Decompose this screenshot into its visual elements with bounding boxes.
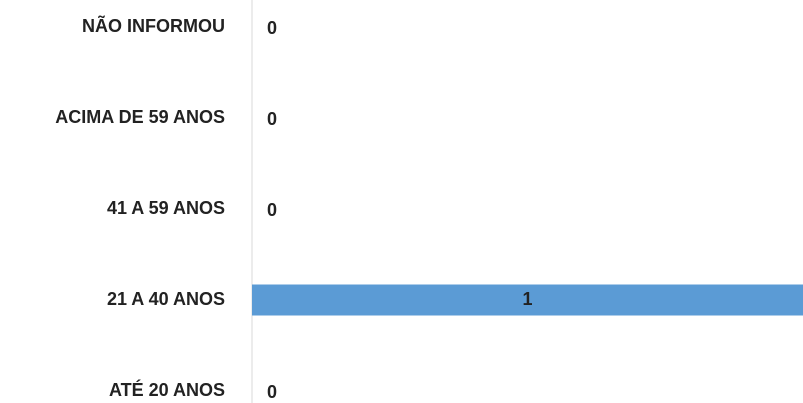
data-label: 0	[267, 382, 277, 402]
y-tick-label: 41 A 59 ANOS	[107, 198, 225, 218]
data-label: 0	[267, 200, 277, 220]
data-label: 1	[522, 289, 532, 309]
data-label: 0	[267, 18, 277, 38]
y-tick-label: ATÉ 20 ANOS	[109, 379, 225, 400]
y-tick-label: ACIMA DE 59 ANOS	[55, 107, 225, 127]
data-label: 0	[267, 109, 277, 129]
y-tick-label: NÃO INFORMOU	[82, 15, 225, 36]
bar	[252, 284, 803, 316]
y-tick-label: 21 A 40 ANOS	[107, 289, 225, 309]
